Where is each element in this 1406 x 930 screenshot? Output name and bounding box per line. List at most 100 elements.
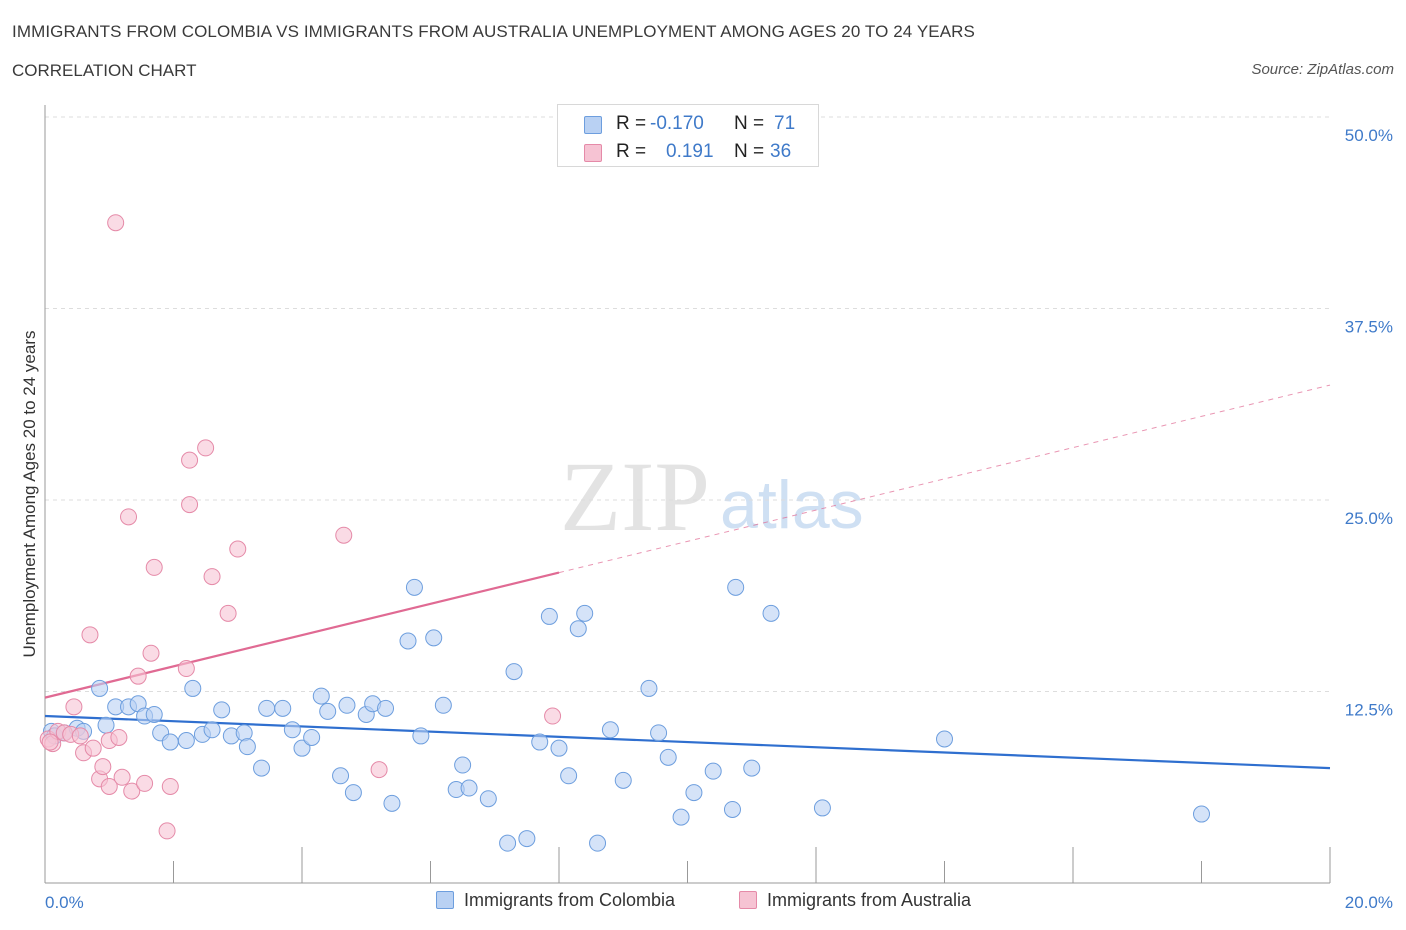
australia-point: [41, 733, 59, 751]
colombia-point: [399, 632, 417, 650]
source-credit: Source: ZipAtlas.com: [1251, 61, 1394, 78]
colombia-point: [560, 767, 578, 785]
axes: [44, 105, 1331, 884]
colombia-point: [936, 730, 953, 748]
y-axis-label: Unemployment Among Ages 20 to 24 years: [20, 331, 39, 658]
y-tick-label: 50.0%: [1345, 126, 1393, 145]
colombia-point: [460, 779, 478, 797]
australia-point: [110, 728, 128, 746]
colombia-point: [338, 696, 356, 714]
colombia-point: [723, 800, 741, 818]
colombia-point: [614, 771, 632, 789]
australia-point: [177, 660, 195, 678]
colombia-point: [505, 663, 523, 681]
legend-n-value: 71: [774, 113, 796, 134]
bottom-legend-label-colombia: Immigrants from Colombia: [464, 890, 676, 910]
colombia-point: [762, 604, 780, 622]
colombia-point: [672, 808, 690, 826]
data-points: [39, 214, 1210, 852]
australia-point: [335, 526, 353, 544]
grid-lines: [45, 116, 1330, 692]
bottom-legend-swatch-colombia: [436, 891, 454, 909]
australia-point: [544, 707, 562, 725]
chart-subtitle: CORRELATION CHART: [12, 61, 197, 80]
colombia-point: [454, 756, 472, 774]
colombia-point: [569, 620, 587, 638]
colombia-point: [1193, 805, 1210, 823]
colombia-point: [97, 716, 115, 734]
colombia-point: [434, 696, 452, 714]
australia-point: [229, 540, 247, 558]
watermark-atlas: atlas: [720, 467, 864, 543]
australia-point: [123, 782, 141, 800]
australia-point: [107, 214, 125, 232]
colombia-point: [145, 705, 163, 723]
colombia-point: [601, 721, 619, 739]
australia-point: [181, 496, 199, 514]
colombia-point: [540, 607, 558, 625]
y-tick-label: 12.5%: [1345, 701, 1393, 720]
tick-labels: 12.5% 25.0% 37.5% 50.0% 0.0% 20.0%: [45, 126, 1393, 912]
australia-point: [120, 508, 138, 526]
colombia-point: [479, 790, 497, 808]
x-tick-label: 20.0%: [1345, 893, 1393, 912]
australia-trend-line-dashed: [558, 384, 1331, 574]
colombia-point: [383, 794, 401, 812]
colombia-point: [704, 762, 722, 780]
australia-point: [84, 739, 102, 757]
colombia-point: [576, 604, 594, 622]
bottom-legend-colombia: Immigrants from Colombia: [436, 890, 675, 911]
colombia-point: [425, 629, 443, 647]
australia-point: [181, 451, 199, 469]
australia-point: [161, 777, 179, 795]
colombia-point: [253, 759, 271, 777]
australia-point: [219, 604, 237, 622]
australia-point: [203, 568, 221, 586]
colombia-point: [238, 738, 256, 756]
colombia-point: [499, 834, 517, 852]
colombia-point: [161, 733, 179, 751]
colombia-point: [743, 759, 761, 777]
legend-r-value: 0.191: [666, 141, 714, 162]
legend-swatch-colombia: [584, 116, 602, 134]
colombia-point: [344, 784, 362, 802]
australia-point: [158, 822, 176, 840]
legend-r-value: -0.170: [650, 113, 704, 134]
australia-point: [81, 626, 99, 644]
watermark-zip: ZIP: [560, 441, 710, 552]
colombia-point: [640, 679, 658, 697]
colombia-point: [518, 830, 536, 848]
y-tick-label: 37.5%: [1345, 318, 1393, 337]
x-tick-label: 0.0%: [45, 893, 84, 912]
australia-point: [71, 727, 89, 745]
colombia-point: [312, 687, 330, 705]
colombia-point: [293, 739, 311, 757]
australia-point: [129, 667, 147, 685]
colombia-point: [405, 578, 423, 596]
colombia-point: [377, 699, 395, 717]
colombia-point: [258, 699, 276, 717]
colombia-point: [184, 679, 202, 697]
colombia-point: [589, 834, 607, 852]
correlation-legend: R = -0.170 N = 71 R = 0.191 N = 36: [557, 104, 819, 167]
bottom-legend-swatch-australia: [739, 891, 757, 909]
colombia-point: [550, 739, 568, 757]
colombia-point: [659, 748, 677, 766]
australia-point: [136, 774, 154, 792]
australia-point: [142, 644, 160, 662]
colombia-point: [283, 721, 301, 739]
colombia-point: [177, 732, 195, 750]
colombia-point: [813, 799, 831, 817]
colombia-point: [650, 724, 668, 742]
legend-n-label: N =: [734, 113, 765, 134]
colombia-point: [531, 733, 549, 751]
legend-n-value: 36: [770, 141, 792, 162]
australia-point: [100, 777, 118, 795]
colombia-point: [727, 578, 745, 596]
colombia-point: [274, 699, 292, 717]
australia-point: [113, 768, 131, 786]
australia-trend-line: [44, 571, 560, 699]
australia-point: [197, 439, 215, 457]
legend-swatch-australia: [584, 144, 602, 162]
legend-r-label: R =: [616, 113, 647, 134]
